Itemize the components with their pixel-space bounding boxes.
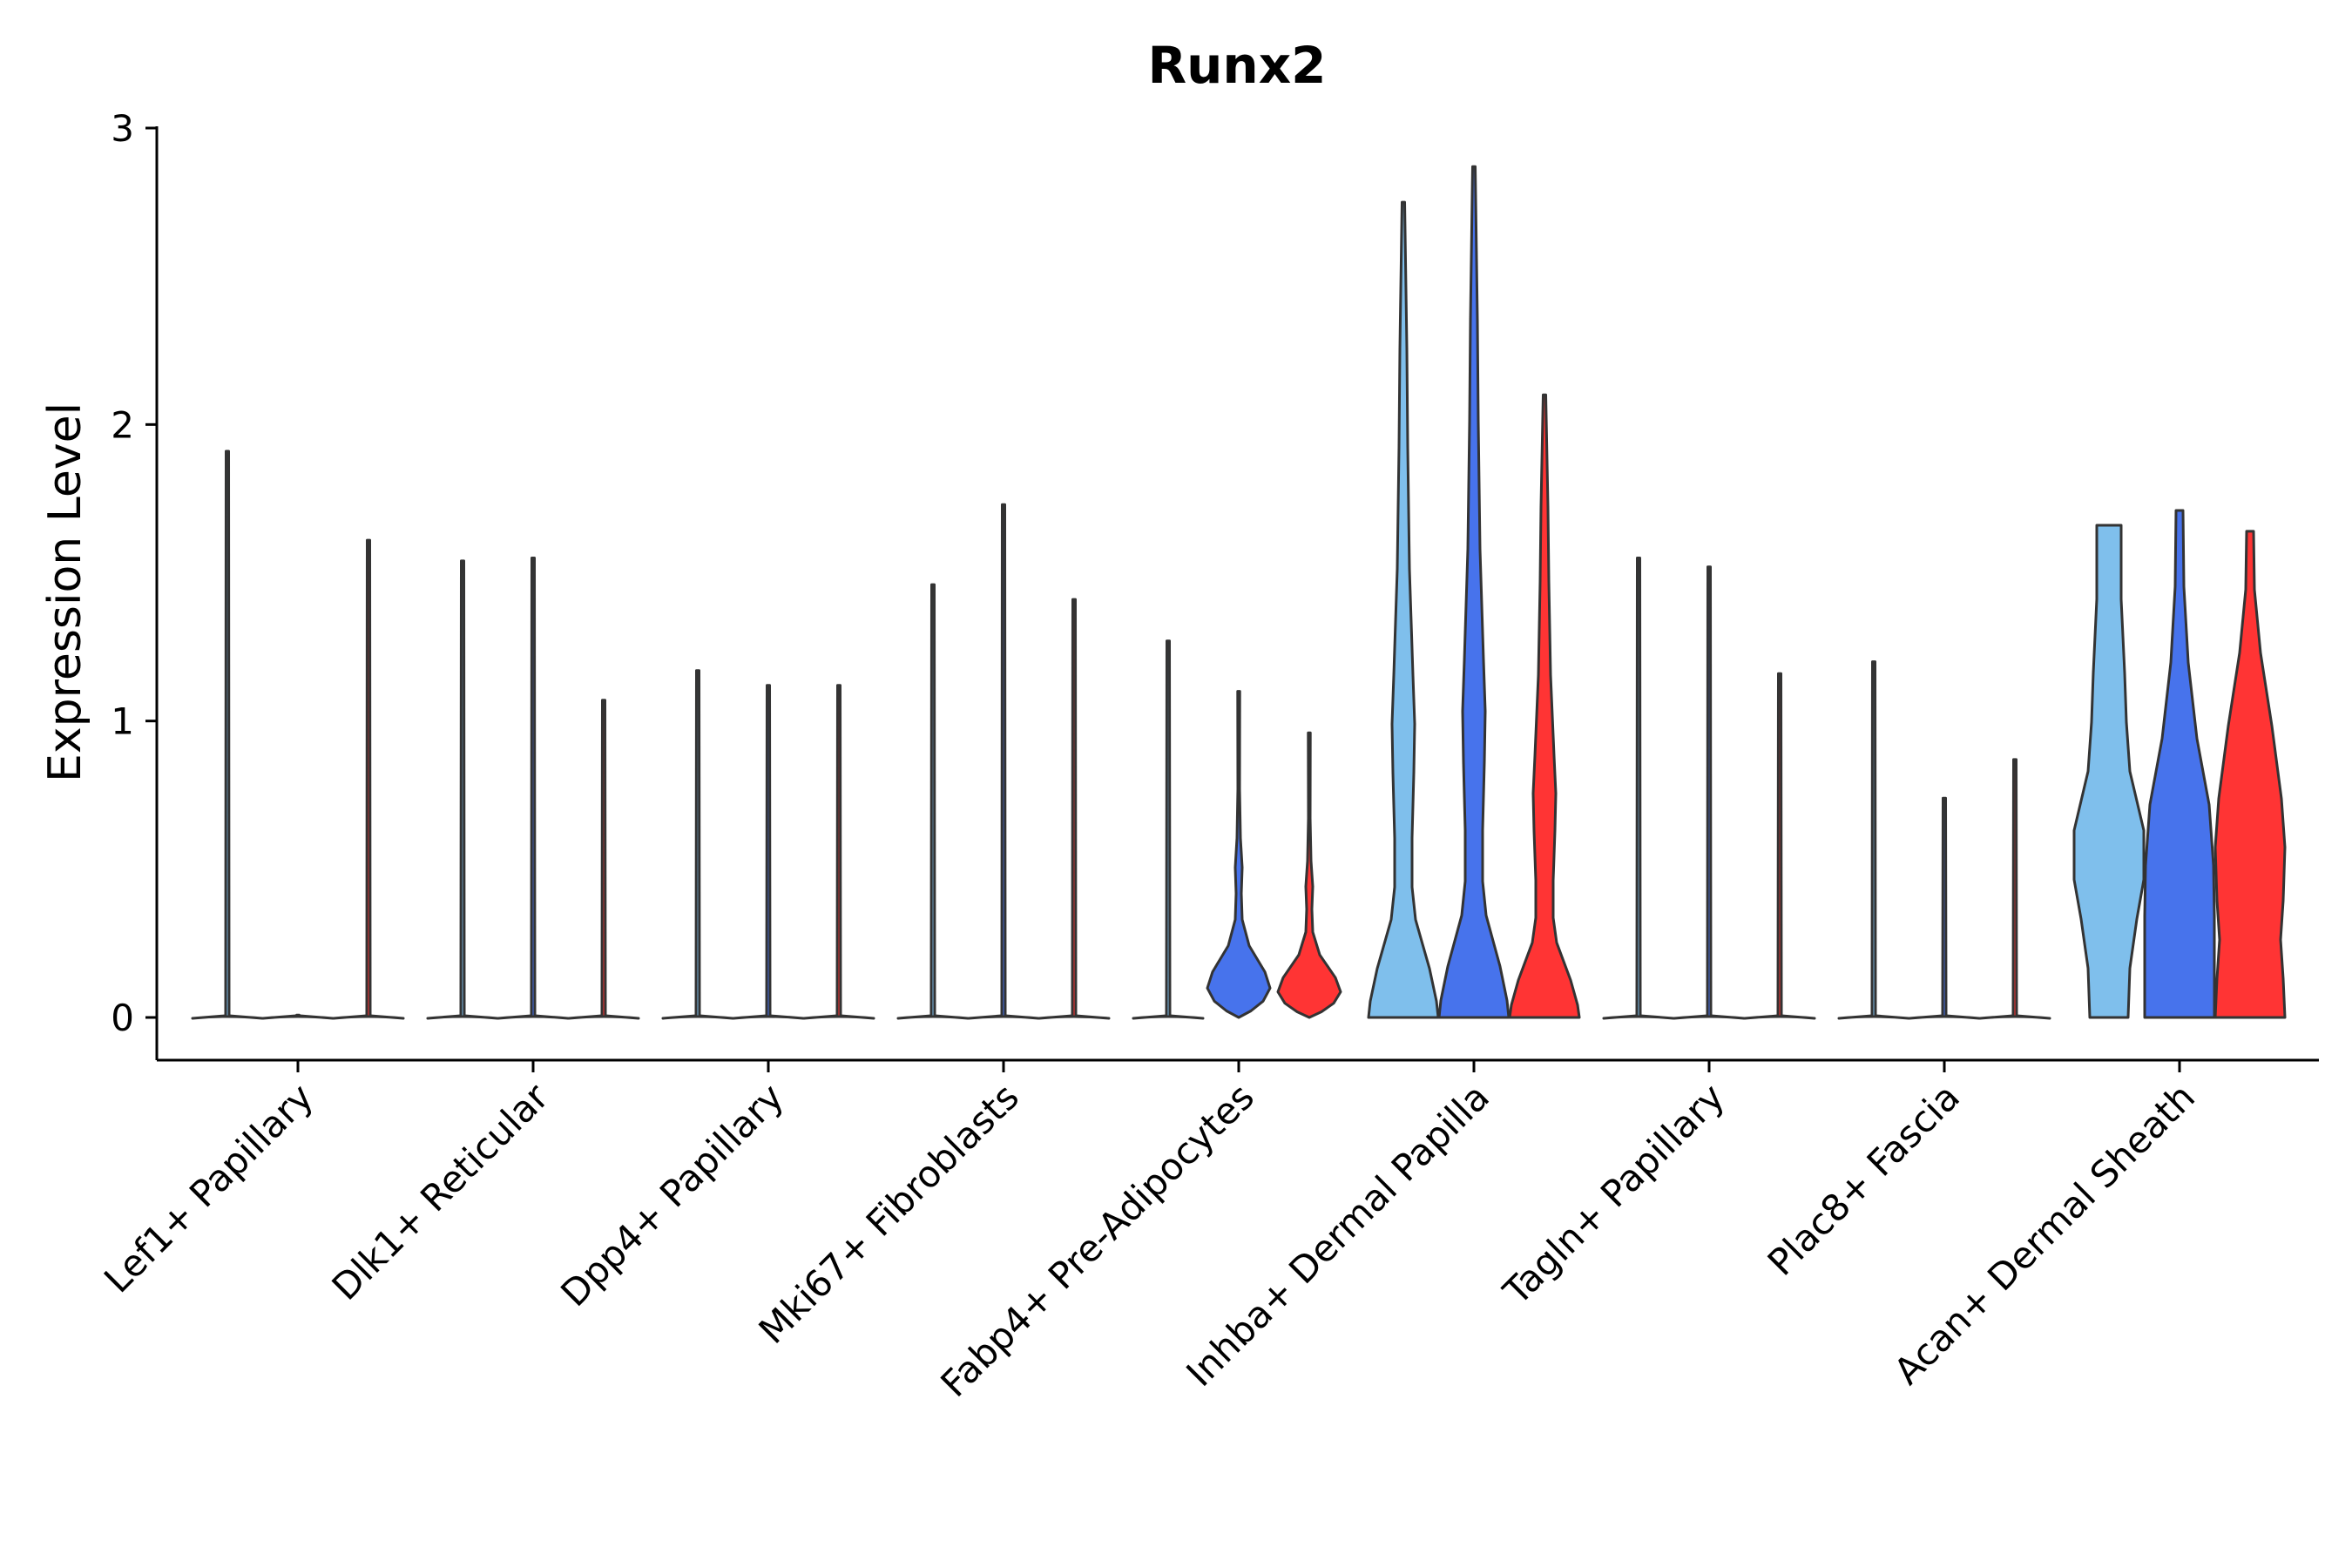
violin: [802, 684, 875, 1020]
violin: [732, 684, 805, 1020]
x-tick-label: Tagln+ Papillary: [1495, 1075, 1733, 1313]
violin: [191, 449, 264, 1020]
violin: [896, 583, 970, 1020]
y-tick-label: 3: [111, 107, 134, 150]
violin: [661, 669, 734, 1020]
violin: [332, 538, 405, 1020]
violin: [2072, 524, 2146, 1019]
x-tick-label: Lef1+ Papillary: [96, 1075, 321, 1301]
x-tick-label: Dlk1+ Reticular: [324, 1075, 558, 1308]
violin: [261, 1013, 335, 1020]
violin: [426, 559, 499, 1020]
y-axis-label: Expression Level: [39, 402, 91, 782]
x-tick-label: Mki67+ Fibroblasts: [751, 1075, 1027, 1351]
violin: [1367, 200, 1440, 1019]
chart-title: Runx2: [1147, 36, 1326, 95]
violin: [1743, 672, 1816, 1020]
violin: [1908, 796, 1981, 1020]
y-tick-label: 1: [111, 700, 134, 743]
violin: [1037, 598, 1111, 1020]
violin: [1132, 639, 1205, 1020]
violin: [1673, 565, 1746, 1020]
y-tick-label: 0: [111, 997, 134, 1039]
violin: [967, 503, 1040, 1020]
violin: [497, 557, 570, 1020]
violin: [2143, 509, 2216, 1019]
violin: [1837, 660, 1910, 1020]
violin: [2213, 530, 2287, 1019]
violin: [1276, 731, 1342, 1019]
violin: [1206, 690, 1272, 1019]
x-tick-label: Plac8+ Fascia: [1760, 1075, 1968, 1283]
violin: [1602, 557, 1675, 1020]
y-tick-label: 2: [111, 403, 134, 446]
violin-layer: [191, 165, 2287, 1020]
violin: [1978, 758, 2051, 1020]
y-axis-ticks: 0 1 2 3: [111, 107, 157, 1039]
x-tick-label: Dpp4+ Papillary: [552, 1075, 792, 1315]
violin: [1437, 165, 1511, 1019]
violin: [567, 699, 640, 1020]
violin: [1508, 393, 1581, 1019]
